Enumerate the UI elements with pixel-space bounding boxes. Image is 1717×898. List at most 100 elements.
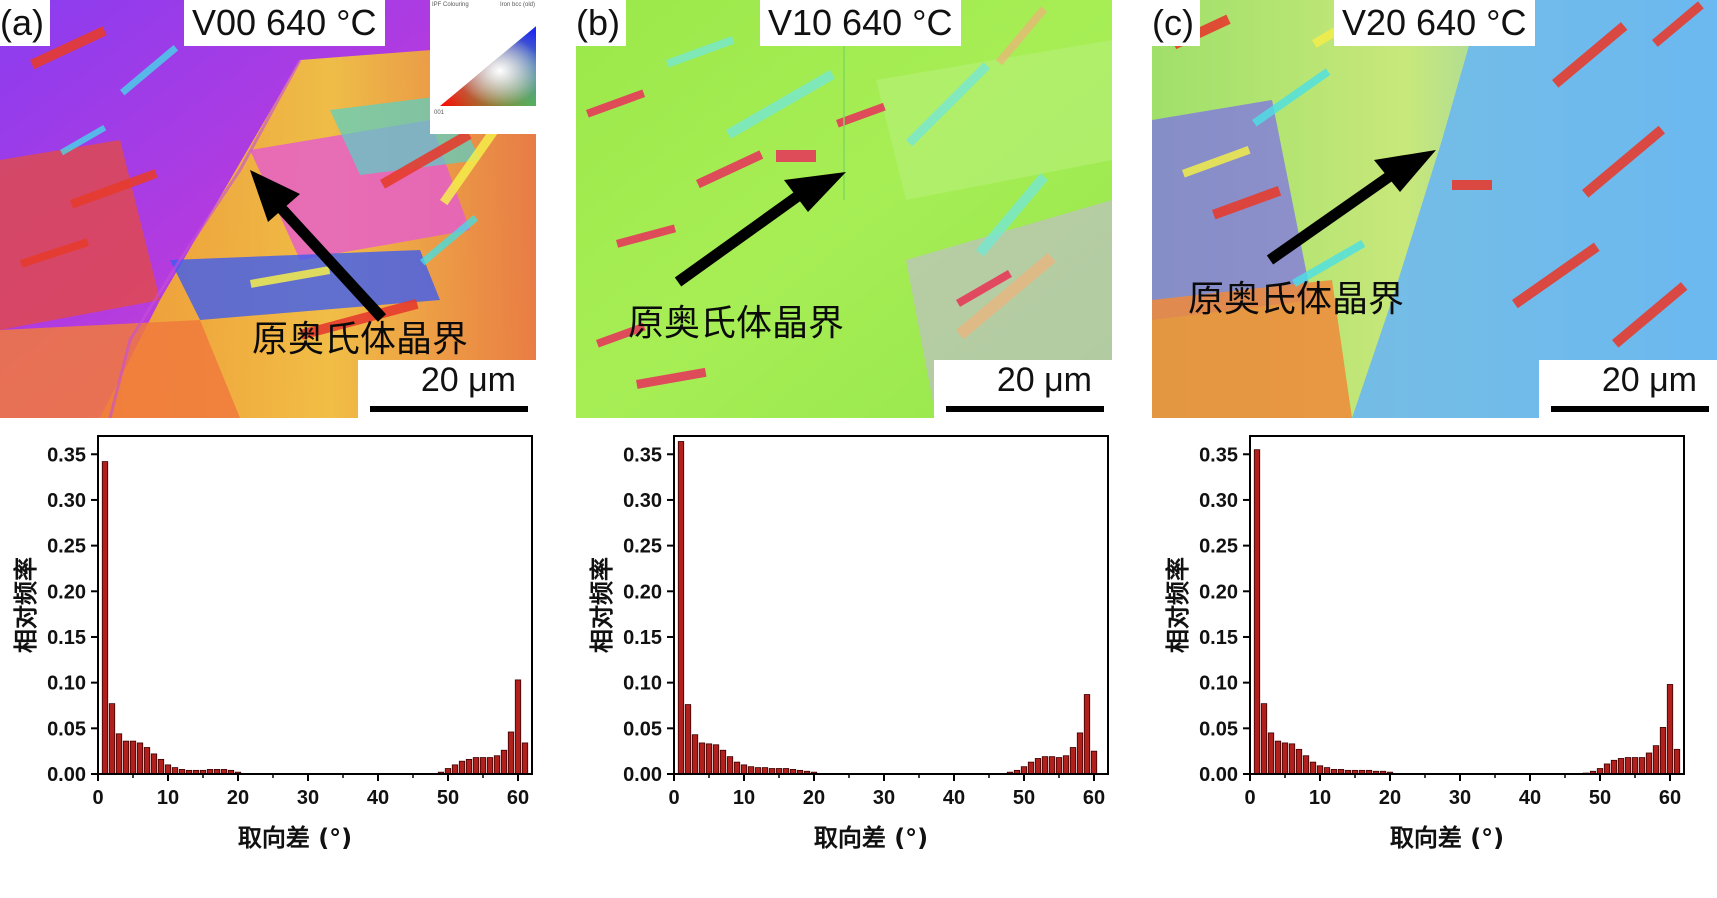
x-tick-label-c: 30 (1449, 787, 1471, 809)
scale-line-c (1551, 406, 1709, 412)
histogram-bar-a (136, 742, 144, 775)
gb-label-c: 原奥氏体晶界 (1188, 278, 1405, 319)
y-tick-label-c: 0.15 (1199, 627, 1238, 649)
histogram-bar-a (472, 757, 480, 775)
y-axis-label-a: 相对频率 (12, 557, 40, 653)
y-tick-label-c: 0.00 (1199, 764, 1238, 786)
y-tick-label-a: 0.30 (47, 490, 86, 512)
histogram-bar-a (108, 703, 116, 775)
histogram-bar-c (1673, 748, 1681, 775)
scale-text-c: 20 μm (1601, 361, 1697, 399)
histogram-bar-b (1062, 755, 1070, 775)
histogram-bar-a (507, 731, 515, 775)
panel-b: 原奥氏体晶界 (b) V10 640 °C 20 μm 0 10 20 30 40 50 6… (576, 0, 1112, 898)
histogram-bar-c (1260, 703, 1268, 775)
panel-title-a: V00 640 °C (184, 0, 385, 46)
histogram-bar-a (458, 760, 466, 775)
x-tick-label-b: 10 (733, 787, 755, 809)
y-tick-label-a: 0.00 (47, 764, 86, 786)
ebsd-ipf-map-a: 原奥氏体晶界 IPF Colouring Iron bcc (old) (0, 0, 536, 418)
histogram-bar-c (1253, 449, 1261, 775)
ipf-triangle (440, 26, 536, 106)
histogram-bar-c (1302, 755, 1310, 775)
ipf-map-image-c (1152, 0, 1717, 418)
panel-label-a: (a) (0, 0, 50, 46)
histogram-bar-c (1274, 740, 1282, 775)
histogram-bar-c (1659, 727, 1667, 775)
histogram-bar-b (705, 743, 713, 775)
histogram-bar-a (129, 740, 137, 775)
panel-title-c: V20 640 °C (1334, 0, 1535, 46)
histogram-bar-c (1652, 745, 1660, 775)
scale-bar-b: 20 μm (934, 360, 1112, 418)
x-tick-label-c: 20 (1379, 787, 1401, 809)
scale-line-a (370, 406, 528, 412)
y-tick-label-c: 0.05 (1199, 718, 1238, 740)
histogram-b: 0 10 20 30 40 50 60 0.00 0.05 0.10 0.15 0.20 0.25 0.3… (588, 435, 1109, 852)
histogram-bar-a (479, 757, 487, 775)
x-tick-label-a: 50 (437, 787, 459, 809)
histogram-bar-c (1624, 757, 1632, 775)
x-tick-label-a: 10 (157, 787, 179, 809)
scale-text-a: 20 μm (420, 361, 516, 399)
x-tick-label-a: 20 (227, 787, 249, 809)
panel-title-b: V10 640 °C (760, 0, 961, 46)
y-tick-label-c: 0.30 (1199, 490, 1238, 512)
x-tick-label-a: 30 (297, 787, 319, 809)
ipf-header-left: IPF Colouring (432, 2, 469, 8)
x-tick-label-b: 0 (668, 787, 679, 809)
histogram-bar-a (157, 758, 165, 775)
y-tick-label-b: 0.35 (623, 444, 662, 466)
histogram-bar-b (1055, 757, 1063, 775)
scale-bar-a: 20 μm (358, 360, 536, 418)
histogram-bar-c (1281, 742, 1289, 775)
histogram-bar-a (101, 461, 109, 775)
y-tick-label-c: 0.10 (1199, 673, 1238, 695)
gb-label-a: 原奥氏体晶界 (252, 318, 469, 359)
histogram-bar-c (1288, 743, 1296, 775)
histogram-bar-c (1610, 759, 1618, 775)
y-tick-label-b: 0.10 (623, 673, 662, 695)
histogram-bar-c (1638, 757, 1646, 775)
histogram-bar-b (1069, 747, 1077, 775)
gb-label-b: 原奥氏体晶界 (628, 302, 845, 343)
histogram-bar-a (143, 747, 151, 775)
histogram-bar-a (500, 749, 508, 775)
x-tick-label-b: 40 (943, 787, 965, 809)
y-tick-label-a: 0.35 (47, 444, 86, 466)
x-tick-label-c: 50 (1589, 787, 1611, 809)
scale-line-b (946, 406, 1104, 412)
y-tick-label-b: 0.15 (623, 627, 662, 649)
histogram-bar-c (1631, 757, 1639, 775)
histogram-bar-a (451, 764, 459, 775)
histogram-bar-a (122, 740, 130, 775)
x-axis-label-c: 取向差 (°) (1390, 824, 1504, 852)
x-tick-label-a: 0 (92, 787, 103, 809)
x-tick-label-a: 40 (367, 787, 389, 809)
histogram-bar-a (115, 733, 123, 775)
x-tick-label-b: 50 (1013, 787, 1035, 809)
histogram-bar-c (1603, 763, 1611, 775)
plot-frame-c (1249, 435, 1685, 775)
ipf-header-right: Iron bcc (old) (500, 2, 536, 8)
histogram-bar-a (514, 679, 522, 775)
panel-a: 原奥氏体晶界 IPF Colouring Iron bcc (old) (0, 0, 536, 898)
x-tick-label-c: 0 (1244, 787, 1255, 809)
histogram-bar-c (1666, 684, 1674, 775)
histogram-bar-c (1645, 752, 1653, 775)
histogram-bar-a (164, 764, 172, 775)
histogram-bar-c (1309, 761, 1317, 775)
histogram-bar-b (733, 761, 741, 775)
histogram-a: 0 10 20 30 40 50 60 0.00 0.05 0.10 0.15 0.20 0.25 0.3… (12, 435, 533, 852)
histogram-bar-b (1027, 761, 1035, 775)
histogram-bar-a (486, 757, 494, 775)
histogram-bar-b (740, 764, 748, 775)
y-tick-label-a: 0.15 (47, 627, 86, 649)
y-tick-label-b: 0.20 (623, 581, 662, 603)
histogram-bar-b (1083, 694, 1091, 775)
x-axis-label-b: 取向差 (°) (814, 824, 928, 852)
histogram-bar-a (521, 742, 529, 775)
scale-text-b: 20 μm (996, 361, 1092, 399)
x-tick-label-b: 60 (1083, 787, 1105, 809)
y-tick-label-a: 0.05 (47, 718, 86, 740)
